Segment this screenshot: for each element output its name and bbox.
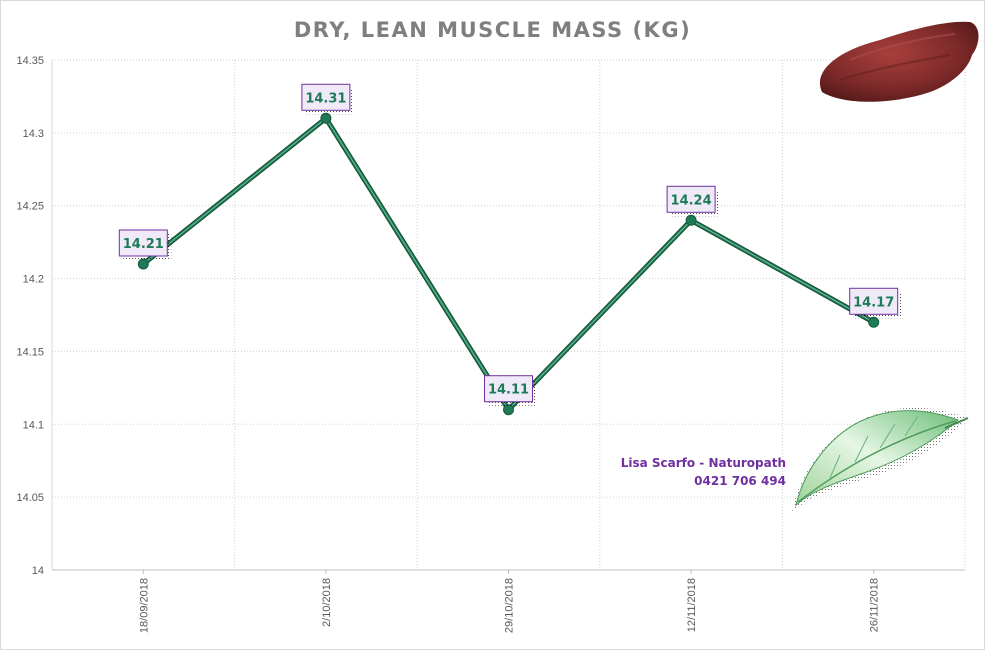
series-line-path xyxy=(142,116,875,412)
data-points xyxy=(137,112,880,416)
chart-title: DRY, LEAN MUSCLE MASS (KG) xyxy=(293,18,692,42)
y-tick-label: 14.35 xyxy=(16,55,44,67)
naturopath-credit: Lisa Scarfo - Naturopath 0421 706 494 xyxy=(560,454,786,490)
data-labels: 14.21 14.31 14.11 14.24 14.17 xyxy=(118,83,902,406)
credit-name: Lisa Scarfo - Naturopath xyxy=(620,456,786,470)
gridlines xyxy=(52,59,966,570)
data-label: 14.11 xyxy=(488,383,529,398)
y-axis-tick-labels: 14 14.05 14.1 14.15 14.2 14.25 14.3 14.35 xyxy=(16,55,44,577)
y-tick-label: 14.05 xyxy=(16,492,44,504)
x-tick-label: 12/11/2018 xyxy=(686,578,698,632)
leaf-image xyxy=(792,407,969,512)
data-point xyxy=(868,316,880,328)
y-tick-label: 14 xyxy=(32,565,44,577)
data-label: 14.24 xyxy=(671,193,712,208)
meat-image xyxy=(819,21,979,102)
series-line-highlight xyxy=(143,117,874,411)
y-tick-label: 14.1 xyxy=(23,419,44,431)
y-tick-label: 14.3 xyxy=(23,128,44,140)
axes xyxy=(51,60,965,574)
data-point xyxy=(137,258,149,270)
y-tick-label: 14.25 xyxy=(16,201,44,213)
x-tick-label: 18/09/2018 xyxy=(138,578,150,633)
x-tick-label: 2/10/2018 xyxy=(321,578,333,627)
data-point xyxy=(685,214,697,226)
data-label-box xyxy=(301,83,351,111)
series-line-outline xyxy=(141,115,875,413)
data-label: 14.31 xyxy=(305,91,346,106)
y-tick-label: 14.15 xyxy=(16,346,44,358)
data-point xyxy=(320,112,332,124)
data-label-box xyxy=(118,229,168,257)
series-line xyxy=(141,115,875,413)
data-label: 14.21 xyxy=(123,237,164,252)
data-label-box xyxy=(849,287,899,315)
x-axis-tick-labels: 18/09/2018 2/10/2018 29/10/2018 12/11/2018 2… xyxy=(138,578,880,633)
data-label: 14.17 xyxy=(853,295,894,310)
x-tick-label: 26/11/2018 xyxy=(869,578,881,632)
y-tick-label: 14.2 xyxy=(23,274,44,286)
data-label-box xyxy=(484,375,533,403)
data-label-box xyxy=(666,185,716,213)
x-tick-label: 29/10/2018 xyxy=(504,578,516,633)
data-point xyxy=(503,404,514,416)
credit-phone: 0421 706 494 xyxy=(694,474,786,488)
